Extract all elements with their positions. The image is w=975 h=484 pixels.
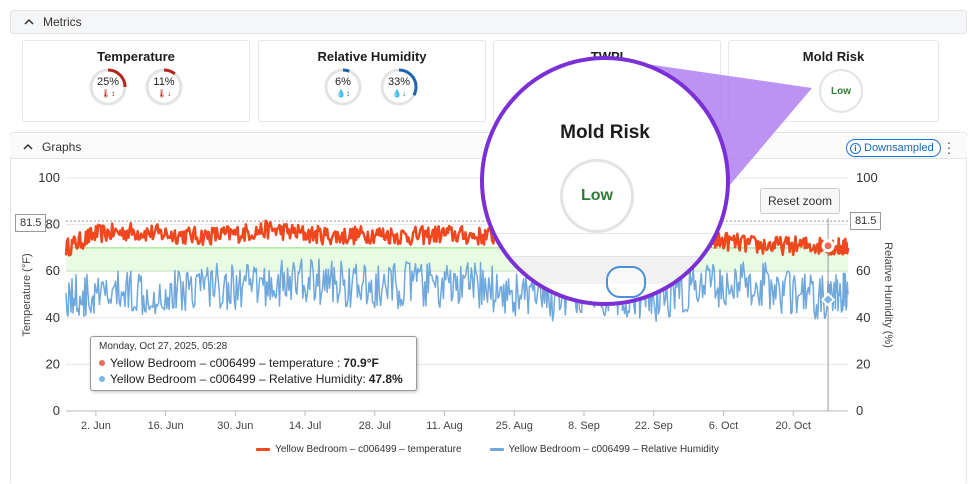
humidity-card-title: Relative Humidity xyxy=(317,49,427,64)
temperature-card-title: Temperature xyxy=(97,49,175,64)
legend-item-humidity[interactable]: Yellow Bedroom – c006499 – Relative Humi… xyxy=(489,444,719,455)
tooltip-hum-value: 47.8% xyxy=(368,372,403,386)
left-tick-label: 20 xyxy=(46,356,60,371)
graphs-panel-title: Graphs xyxy=(42,139,82,154)
magnified-chart-control xyxy=(606,266,646,298)
chevron-up-icon[interactable] xyxy=(22,141,34,153)
kebab-menu-icon[interactable]: · · · xyxy=(946,134,952,160)
legend-swatch-humidity xyxy=(489,448,504,451)
x-tick-label: 6. Oct xyxy=(709,420,738,432)
thermometer-down-icon: 🌡↓ xyxy=(156,89,172,98)
gauge-fill xyxy=(380,68,418,106)
drop-down-icon: 💧↓ xyxy=(392,89,406,98)
downsampled-label: Downsampled xyxy=(864,142,934,154)
x-tick-label: 20. Oct xyxy=(775,420,810,432)
left-axis-label: Temperature (°F) xyxy=(21,253,33,336)
chart-legend: Yellow Bedroom – c006499 – temperature Y… xyxy=(0,444,975,455)
humidity-dot-icon xyxy=(99,376,105,382)
left-tick-label: 80 xyxy=(46,217,60,232)
x-tick-label: 8. Sep xyxy=(568,420,600,432)
humidity-gauge-up: 6% 💧↕ xyxy=(323,67,363,107)
right-tick-label: 0 xyxy=(856,403,863,418)
mold-risk-card-title: Mold Risk xyxy=(802,49,865,64)
temperature-series-line xyxy=(64,219,850,257)
humidity-gauge-down: 33% 💧↓ xyxy=(379,67,419,107)
temperature-card: Temperature 25% 🌡↕ 11% 🌡↓ xyxy=(22,40,250,122)
x-tick-label: 25. Aug xyxy=(496,420,533,432)
temperature-hover-marker xyxy=(821,239,835,253)
x-tick-label: 22. Sep xyxy=(635,420,673,432)
gauge-value: 33% xyxy=(387,76,411,88)
drop-up-icon: 💧↕ xyxy=(336,89,350,98)
right-tick-label: 100 xyxy=(856,170,878,185)
tooltip-temp-label: Yellow Bedroom – c006499 – temperature : xyxy=(110,356,341,370)
gauge-fill xyxy=(145,68,183,106)
x-tick-label: 14. Jul xyxy=(289,420,321,432)
gauge-value: 11% xyxy=(153,76,175,88)
magnified-graphs-header xyxy=(484,256,726,284)
gauge-value: 6% xyxy=(335,76,351,88)
legend-label-humidity: Yellow Bedroom – c006499 – Relative Humi… xyxy=(508,444,719,455)
gauge-value: 25% xyxy=(96,76,120,88)
thermometer-up-icon: 🌡↕ xyxy=(100,89,116,98)
humidity-hover-marker xyxy=(821,292,836,307)
humidity-series-line xyxy=(65,258,849,323)
downsampled-badge[interactable]: i Downsampled xyxy=(846,139,941,157)
right-axis-label: Relative Humidity (%) xyxy=(882,242,894,348)
x-tick-label: 16. Jun xyxy=(148,420,184,432)
tooltip-temp-value: 70.9°F xyxy=(343,356,379,370)
temperature-gauge-up: 25% 🌡↕ xyxy=(88,67,128,107)
right-tick-label: 40 xyxy=(856,310,870,325)
right-tick-label: 20 xyxy=(856,356,870,371)
magnified-mold-risk-indicator: Low xyxy=(560,159,634,233)
left-tick-label: 40 xyxy=(46,310,60,325)
right-threshold-flag: 81.5 xyxy=(850,212,882,230)
x-tick-label: 28. Jul xyxy=(359,420,391,432)
magnified-mold-risk-title: Mold Risk xyxy=(560,122,650,143)
chevron-up-icon[interactable] xyxy=(23,16,35,28)
tooltip-hum-label: Yellow Bedroom – c006499 – Relative Humi… xyxy=(110,372,366,386)
temperature-dot-icon xyxy=(99,360,105,366)
metrics-panel-title: Metrics xyxy=(43,15,82,29)
magnifier-lens: Mold Risk Low xyxy=(480,56,730,306)
tooltip-row-temperature: Yellow Bedroom – c006499 – temperature :… xyxy=(99,355,408,371)
legend-swatch-temperature xyxy=(256,448,271,451)
mold-risk-indicator: Low xyxy=(819,69,863,113)
left-threshold-flag: 81.5 xyxy=(15,214,47,232)
temperature-gauge-down: 11% 🌡↓ xyxy=(144,67,184,107)
tooltip-row-humidity: Yellow Bedroom – c006499 – Relative Humi… xyxy=(99,371,408,387)
left-tick-label: 0 xyxy=(53,403,60,418)
chart-series xyxy=(64,219,850,323)
legend-item-temperature[interactable]: Yellow Bedroom – c006499 – temperature xyxy=(256,444,462,455)
gauge-fill xyxy=(89,68,127,106)
gauge-fill xyxy=(324,68,362,106)
left-tick-label: 100 xyxy=(38,170,60,185)
right-tick-label: 60 xyxy=(856,263,870,278)
x-tick-label: 2. Jun xyxy=(81,420,111,432)
x-tick-label: 30. Jun xyxy=(217,420,253,432)
magnified-card xyxy=(494,110,724,234)
reset-zoom-button[interactable]: Reset zoom xyxy=(760,188,840,214)
x-tick-label: 11. Aug xyxy=(426,420,463,432)
chart-tooltip: Monday, Oct 27, 2025, 05:28 Yellow Bedro… xyxy=(90,336,417,391)
legend-label-temperature: Yellow Bedroom – c006499 – temperature xyxy=(275,444,462,455)
tooltip-date: Monday, Oct 27, 2025, 05:28 xyxy=(99,341,228,352)
left-tick-label: 60 xyxy=(46,263,60,278)
info-icon: i xyxy=(850,142,861,154)
humidity-card: Relative Humidity 6% 💧↕ 33% 💧↓ xyxy=(258,40,486,122)
metrics-panel-header[interactable]: Metrics xyxy=(10,10,967,34)
